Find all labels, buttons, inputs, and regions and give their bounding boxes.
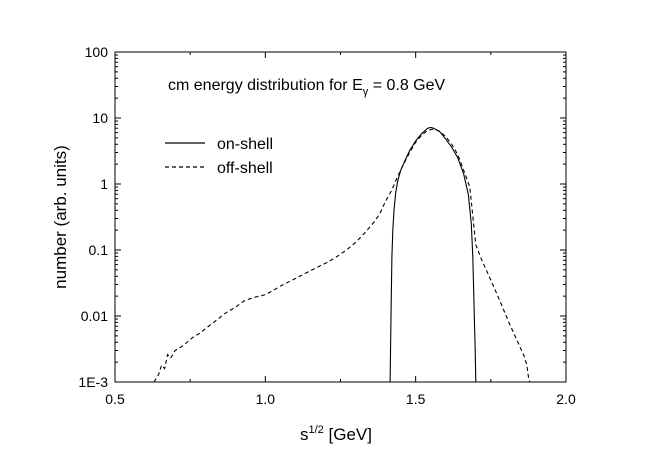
y-tick-label: 0.1 xyxy=(89,242,109,258)
y-tick-label: 1E-3 xyxy=(78,374,108,390)
chart-title-subscript: γ xyxy=(363,86,369,98)
y-tick-label: 1 xyxy=(100,176,108,192)
y-tick-label: 100 xyxy=(85,44,109,60)
series-layer xyxy=(153,126,531,383)
legend-label-off-shell: off-shell xyxy=(217,160,273,177)
legend-label-on-shell: on-shell xyxy=(217,136,273,153)
y-axis-label: number (arb. units) xyxy=(51,145,70,289)
legend: on-shell off-shell xyxy=(165,136,273,177)
x-axis-label-superscript: 1/2 xyxy=(309,424,324,436)
x-axis-label-main: s xyxy=(300,425,309,444)
chart-title-main: cm energy distribution for E xyxy=(168,77,363,94)
x-tick-label: 2.0 xyxy=(556,391,576,407)
plot-frame xyxy=(114,51,567,383)
x-axis-label: s1/2 [GeV] xyxy=(300,424,372,444)
x-tick-label: 1.5 xyxy=(406,391,426,407)
x-tick-label: 0.5 xyxy=(105,391,125,407)
series-line-on-shell xyxy=(389,126,477,383)
series-line-off-shell xyxy=(153,128,531,383)
x-axis-ticks: 0.5 1.0 1.5 2.0 xyxy=(105,52,576,407)
y-tick-label: 10 xyxy=(92,110,108,126)
x-axis-label-suffix: [GeV] xyxy=(324,425,372,444)
x-tick-label: 1.0 xyxy=(256,391,276,407)
chart-title-suffix: = 0.8 GeV xyxy=(368,77,445,94)
y-tick-label: 0.01 xyxy=(81,308,108,324)
chart-title: cm energy distribution for Eγ = 0.8 GeV xyxy=(168,77,446,98)
y-axis-ticks: 1E-3 0.01 0.1 1 10 100 xyxy=(78,44,566,390)
